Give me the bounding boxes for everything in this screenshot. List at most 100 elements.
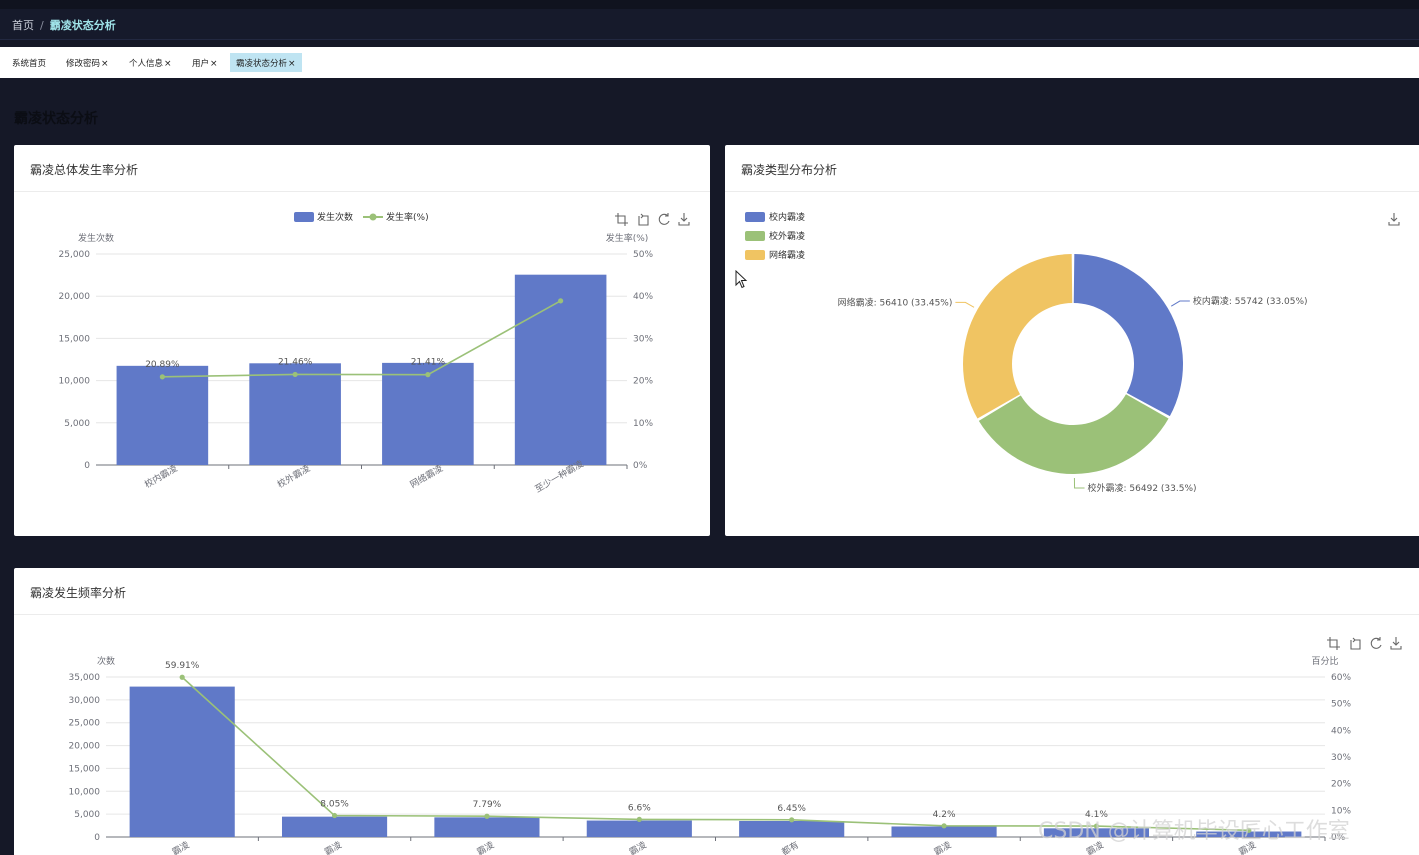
leader-line <box>1170 300 1190 307</box>
crop-icon[interactable] <box>1327 637 1340 650</box>
y2-tick-label: 30% <box>633 334 653 344</box>
y-tick-label: 20,000 <box>59 292 91 302</box>
y-tick-label: 25,000 <box>59 250 91 260</box>
rate-point[interactable] <box>484 813 490 819</box>
y2-tick-label: 40% <box>633 292 653 302</box>
y-tick-label: 10,000 <box>69 787 101 797</box>
rate-point[interactable] <box>941 823 947 829</box>
legend-swatch[interactable] <box>745 250 765 260</box>
donut-slice[interactable] <box>1073 254 1183 417</box>
top-bar: 首页 / 霸凌状态分析 <box>0 0 1419 40</box>
y2-tick-label: 0% <box>633 461 648 471</box>
bar[interactable] <box>1043 828 1150 837</box>
refresh-icon[interactable] <box>1370 637 1382 649</box>
bar[interactable] <box>1196 831 1302 837</box>
watermark: CSDN @计算机毕设匠心工作室 <box>1038 819 1350 844</box>
data-label: 6.6% <box>628 803 651 813</box>
restore-icon[interactable] <box>1350 637 1361 650</box>
y2-tick-label: 0% <box>1331 833 1346 843</box>
close-icon[interactable]: × <box>101 59 109 69</box>
close-icon[interactable]: × <box>164 59 172 69</box>
tab-label: 用户 <box>192 59 210 69</box>
y-tick-label: 20,000 <box>69 742 101 752</box>
bar[interactable] <box>116 365 209 465</box>
legend-label[interactable]: 发生次数 <box>317 211 353 223</box>
type-chart-card: 霸凌类型分布分析 校内霸凌校外霸凌网络霸凌校内霸凌: 55742 (33.05%… <box>725 145 1419 536</box>
rate-point[interactable] <box>1093 823 1100 829</box>
slice-label: 校外霸凌: 56492 (33.5%) <box>1088 482 1197 494</box>
data-label: 6.45% <box>777 804 806 814</box>
x-tick-label: 校内霸凌 <box>142 462 179 490</box>
y2-tick-label: 20% <box>1331 780 1351 790</box>
legend-label[interactable]: 校内霸凌 <box>769 211 805 223</box>
rate-chart-card: 霸凌总体发生率分析 发生次数 发生率(%) 0 5,000 10,000 15,000 20… <box>14 145 710 536</box>
page-title: 霸凌状态分析 <box>14 111 98 127</box>
y2-tick-label: 30% <box>1331 753 1351 763</box>
y-tick-label: 0 <box>84 461 90 471</box>
tab-system-home[interactable]: 系统首页 <box>6 53 52 72</box>
rate-point[interactable] <box>331 812 338 819</box>
close-icon[interactable]: × <box>288 59 296 69</box>
bar[interactable] <box>281 816 388 837</box>
y2-tick-label: 10% <box>633 419 653 429</box>
leader-line <box>955 301 975 308</box>
rate-point[interactable] <box>1246 827 1252 833</box>
rate-point[interactable] <box>636 816 642 822</box>
rate-point[interactable] <box>292 371 298 378</box>
card-title: 霸凌类型分布分析 <box>725 145 1419 192</box>
rate-point[interactable] <box>789 817 795 823</box>
bar[interactable] <box>514 274 607 465</box>
bar[interactable] <box>434 817 540 837</box>
y2-tick-label: 20% <box>633 377 653 387</box>
crop-icon[interactable] <box>615 213 628 226</box>
slice-label: 校内霸凌: 55742 (33.05%) <box>1193 295 1308 307</box>
rate-point[interactable] <box>558 298 564 304</box>
tab-label: 修改密码 <box>66 59 101 69</box>
rate-point[interactable] <box>159 374 165 380</box>
refresh-icon[interactable] <box>658 213 670 225</box>
bar[interactable] <box>739 821 845 837</box>
slice-label: 网络霸凌: 56410 (33.45%) <box>838 296 953 308</box>
y-tick-label: 5,000 <box>64 419 90 429</box>
data-label: 20.89% <box>145 360 180 370</box>
data-label: 8.05% <box>320 800 349 810</box>
y2-tick-label: 60% <box>1331 673 1351 683</box>
donut-slice[interactable] <box>963 254 1073 419</box>
download-icon[interactable] <box>1390 637 1402 650</box>
bar[interactable] <box>249 363 341 465</box>
download-icon[interactable] <box>678 213 690 226</box>
legend-swatch-dot <box>369 213 377 221</box>
legend-swatch[interactable] <box>745 212 765 222</box>
download-icon[interactable] <box>1388 213 1400 226</box>
leader-line <box>1073 477 1085 489</box>
breadcrumb-home[interactable]: 首页 <box>12 19 34 32</box>
legend-label[interactable]: 网络霸凌 <box>769 249 805 261</box>
x-tick-label: 霸凌 <box>475 839 497 855</box>
legend-swatch[interactable] <box>745 231 765 241</box>
tab-users[interactable]: 用户× <box>186 53 224 72</box>
legend-label[interactable]: 校外霸凌 <box>769 230 805 242</box>
rate-point[interactable] <box>179 674 185 680</box>
bar[interactable] <box>129 686 235 837</box>
rate-point[interactable] <box>425 372 431 378</box>
donut-slice[interactable] <box>978 394 1169 474</box>
y-tick-label: 30,000 <box>69 696 101 706</box>
bar[interactable] <box>891 826 997 837</box>
tab-bullying-analysis[interactable]: 霸凌状态分析× <box>230 53 302 72</box>
freq-chart-card: 霸凌发生频率分析 0 5,000 10,000 15,000 20,000 25,000 3… <box>14 568 1419 855</box>
restore-icon[interactable] <box>638 213 649 226</box>
tab-change-password[interactable]: 修改密码× <box>60 53 115 72</box>
close-icon[interactable]: × <box>210 59 218 69</box>
bar[interactable] <box>382 362 474 465</box>
legend-swatch-bar[interactable] <box>294 212 314 222</box>
y-tick-label: 10,000 <box>59 377 91 387</box>
tab-personal-info[interactable]: 个人信息× <box>123 53 178 72</box>
card-title: 霸凌发生频率分析 <box>14 568 1419 615</box>
x-tick-label: 校外霸凌 <box>275 462 312 490</box>
legend-label[interactable]: 发生率(%) <box>386 211 429 223</box>
tab-label: 系统首页 <box>12 59 47 69</box>
freq-chart: 0 5,000 10,000 15,000 20,000 25,000 30,000 35,0… <box>69 637 1402 855</box>
x-tick-label: 霸凌 <box>932 839 954 855</box>
bar[interactable] <box>586 820 692 837</box>
